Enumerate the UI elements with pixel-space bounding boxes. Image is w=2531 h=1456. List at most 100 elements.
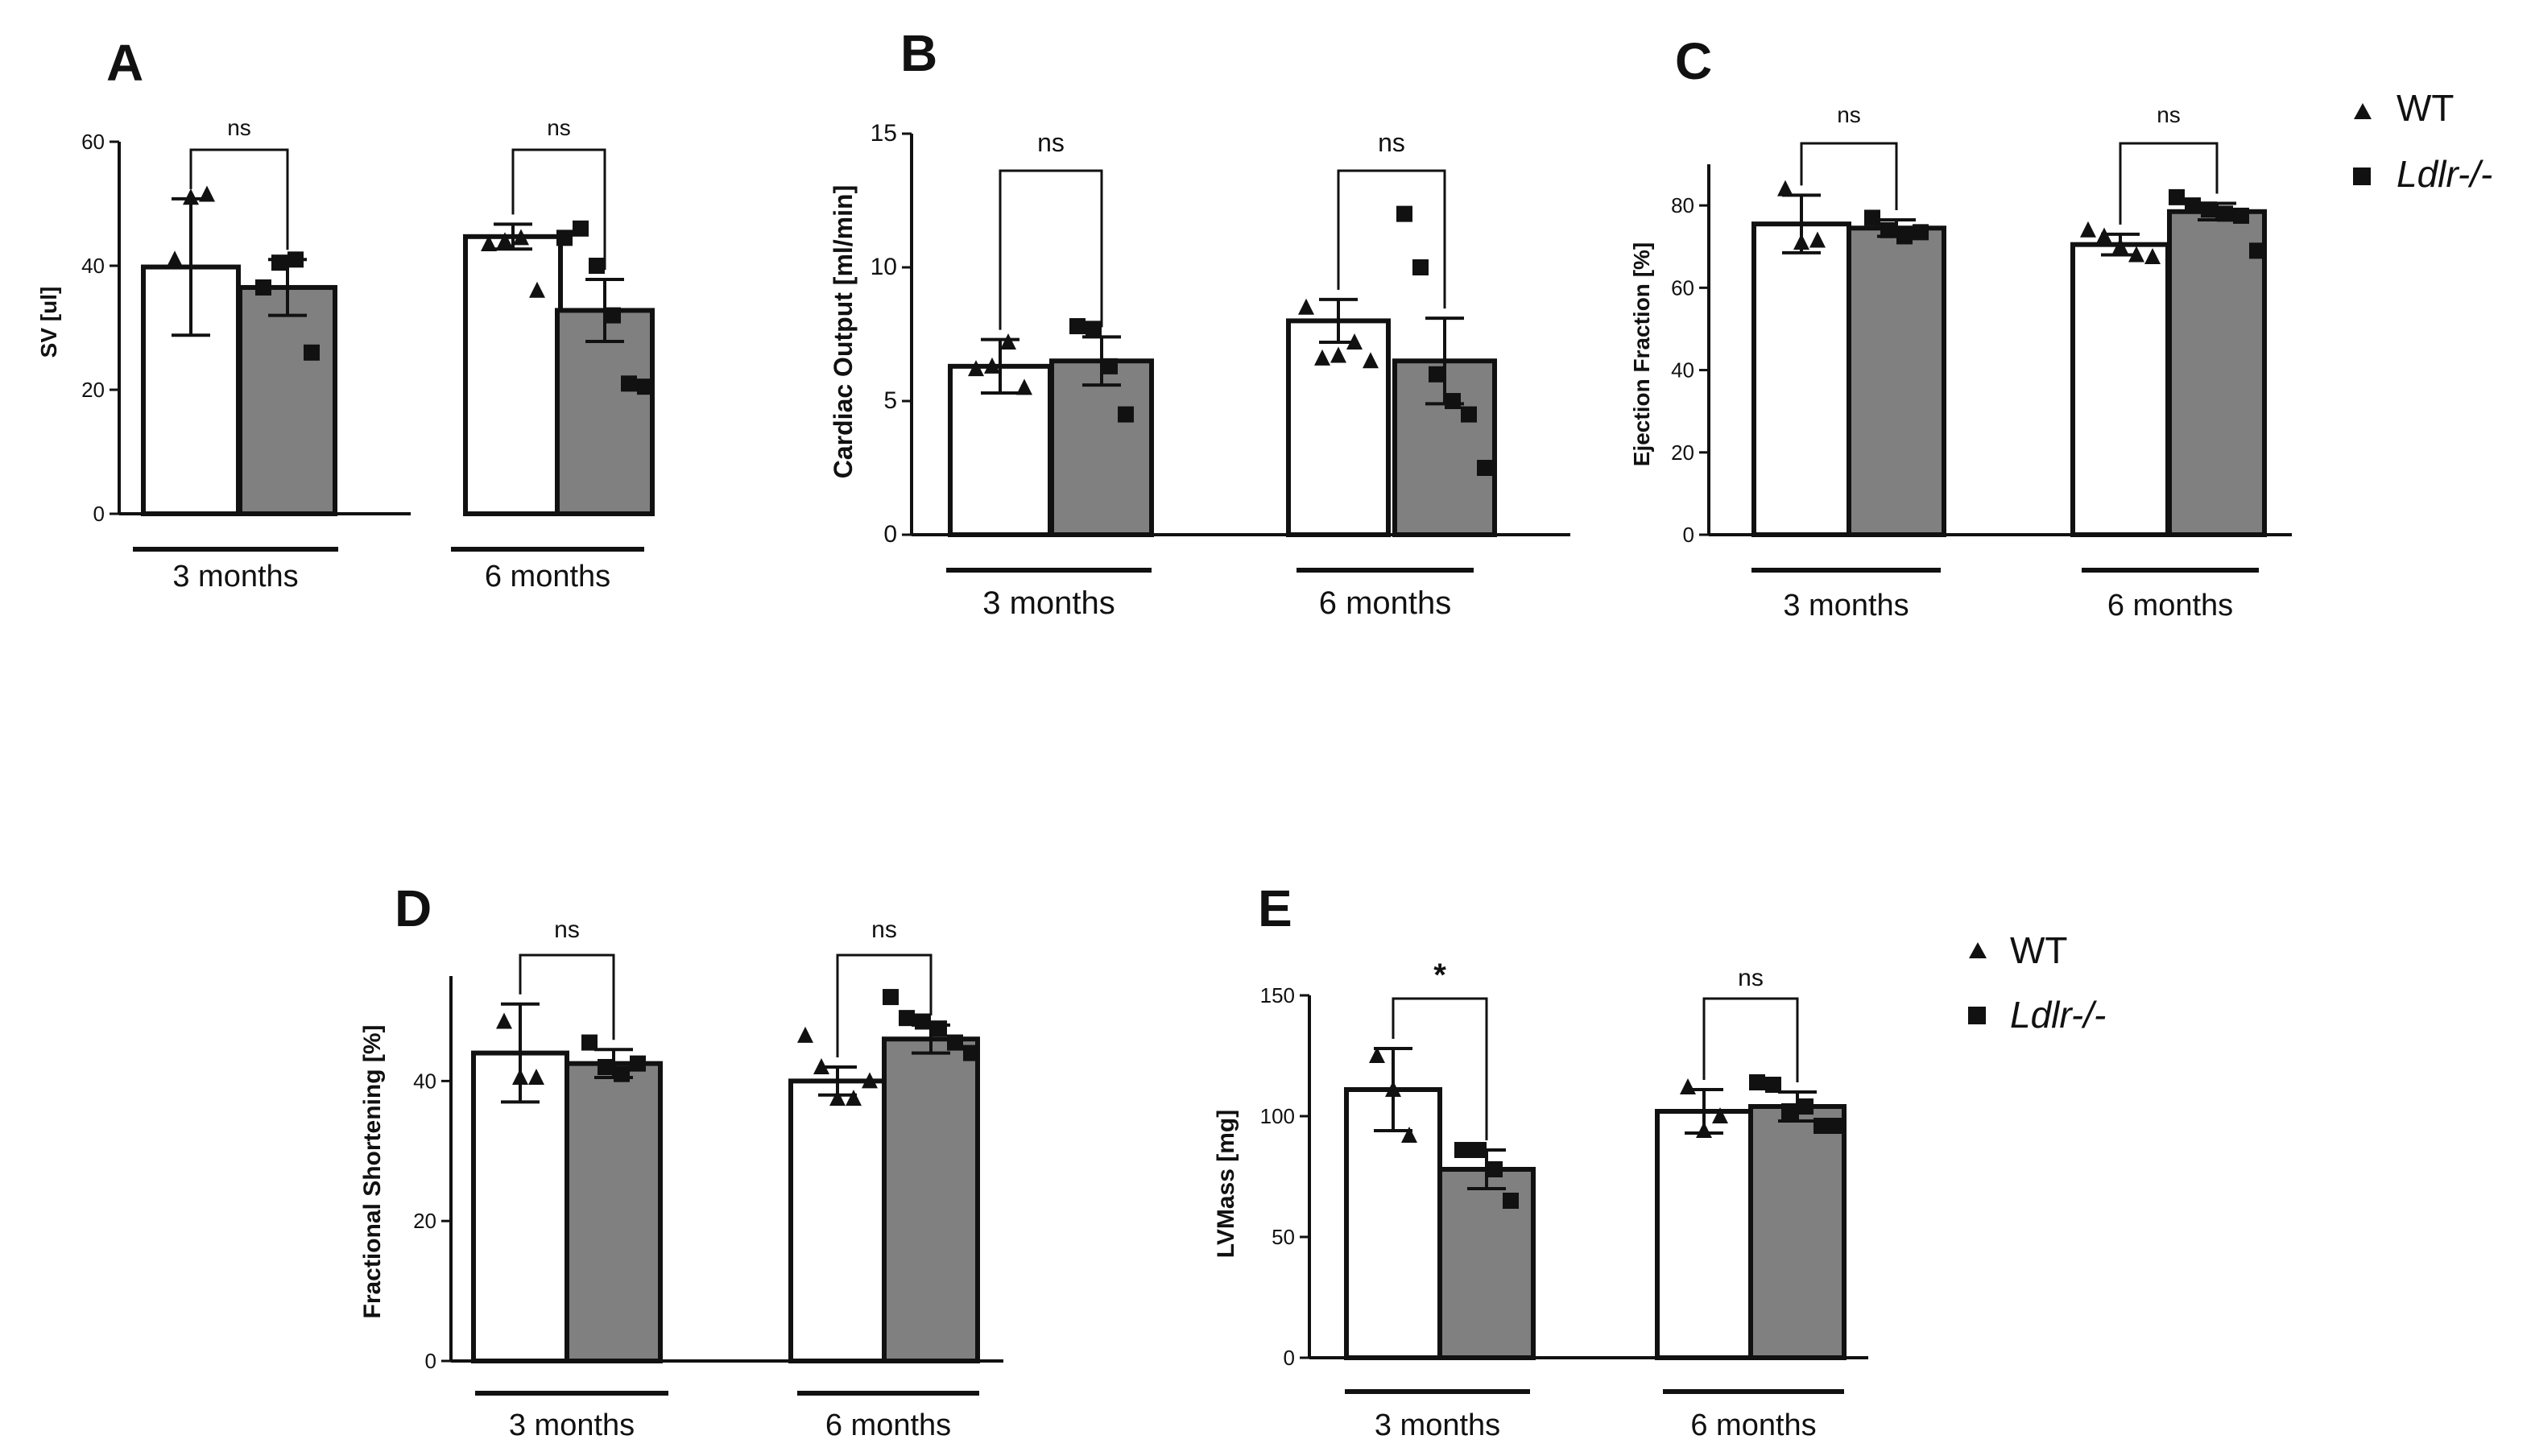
panel-letter: C xyxy=(1675,32,1712,90)
data-point-ldlr xyxy=(614,1065,630,1082)
data-point-wt xyxy=(497,232,513,249)
bar-ldlr xyxy=(1847,225,1946,537)
data-point-wt xyxy=(1777,180,1793,196)
bar-wt xyxy=(1751,221,1851,537)
data-point-wt xyxy=(829,1090,846,1106)
data-point-ldlr xyxy=(1118,406,1134,423)
category-label: 6 months xyxy=(825,1408,951,1442)
data-point-wt xyxy=(1016,378,1032,395)
data-point-wt xyxy=(1809,231,1826,248)
bar-wt xyxy=(788,1078,887,1363)
significance-label: * xyxy=(1433,958,1446,993)
legend-square-marker xyxy=(2353,168,2371,185)
data-point-wt xyxy=(1000,333,1016,350)
y-tick-label: 150 xyxy=(1260,983,1295,1007)
data-point-wt xyxy=(2144,248,2161,264)
category-label: 6 months xyxy=(1319,585,1452,621)
data-point-ldlr xyxy=(1749,1074,1765,1090)
legend-label-ldlr: Ldlr-/- xyxy=(2010,994,2106,1036)
category-label: 3 months xyxy=(509,1408,635,1442)
data-point-ldlr xyxy=(1429,366,1445,383)
data-point-wt xyxy=(513,229,529,246)
data-point-ldlr xyxy=(605,307,621,324)
legend-top: WT Ldlr-/- xyxy=(2353,87,2492,195)
category-label: 3 months xyxy=(982,585,1115,621)
significance-bracket xyxy=(519,953,615,1040)
bar-wt xyxy=(2070,242,2170,537)
data-point-wt xyxy=(199,185,215,202)
data-point-ldlr xyxy=(304,344,320,361)
data-point-ldlr xyxy=(947,1034,963,1051)
significance-bracket xyxy=(1800,142,1898,210)
y-axis-label: SV [ul] xyxy=(36,287,61,358)
data-point-ldlr xyxy=(2233,207,2249,224)
significance-bracket xyxy=(1392,997,1488,1140)
significance-bracket xyxy=(836,953,933,1057)
data-point-wt xyxy=(1680,1078,1696,1094)
y-tick-label: 80 xyxy=(1671,193,1694,217)
data-point-wt xyxy=(984,357,1000,374)
panel-D: D Fractional Shortening [%] 0 20 40 3 month… xyxy=(359,879,1003,1442)
data-point-ldlr xyxy=(1781,1103,1797,1119)
data-point-ldlr xyxy=(963,1044,979,1061)
legend-label-ldlr: Ldlr-/- xyxy=(2397,153,2492,195)
data-point-ldlr xyxy=(883,989,899,1006)
data-point-wt xyxy=(183,188,199,205)
data-point-wt xyxy=(1712,1107,1728,1123)
data-point-ldlr xyxy=(1086,321,1102,337)
data-point-wt xyxy=(862,1072,878,1089)
data-point-ldlr xyxy=(1412,259,1429,275)
legend-label-wt: WT xyxy=(2397,87,2454,129)
data-point-ldlr xyxy=(1477,460,1493,476)
data-point-wt xyxy=(1385,1081,1401,1097)
data-point-wt xyxy=(1330,346,1346,363)
data-point-wt xyxy=(2096,227,2112,244)
bar-ldlr xyxy=(555,308,655,516)
bar-ldlr xyxy=(1437,1167,1536,1360)
data-point-wt xyxy=(2080,221,2096,238)
data-point-wt xyxy=(512,1069,528,1086)
panel-letter: A xyxy=(106,34,143,92)
y-tick-label: 40 xyxy=(413,1069,436,1093)
bar-ldlr xyxy=(238,284,337,516)
y-tick-label: 15 xyxy=(871,120,897,147)
y-axis-label: Cardiac Output [ml/min] xyxy=(829,185,858,478)
y-tick-label: 0 xyxy=(1284,1346,1295,1370)
bar-ldlr xyxy=(1748,1104,1847,1360)
y-tick-label: 5 xyxy=(883,387,897,414)
data-point-ldlr xyxy=(1864,209,1880,226)
category-label: 6 months xyxy=(2107,589,2233,623)
data-point-ldlr xyxy=(2217,205,2233,222)
bar-ldlr xyxy=(2167,209,2267,537)
data-point-ldlr xyxy=(1503,1193,1519,1209)
data-point-ldlr xyxy=(255,279,271,296)
category-label: 3 months xyxy=(1783,589,1909,623)
significance-label: ns xyxy=(2157,102,2181,127)
data-point-wt xyxy=(528,1069,544,1086)
y-tick-label: 0 xyxy=(1683,523,1694,547)
panel-letter: E xyxy=(1258,879,1292,937)
y-tick-label: 0 xyxy=(425,1349,436,1373)
bar-ldlr xyxy=(1049,358,1154,538)
data-point-ldlr xyxy=(1797,1098,1813,1115)
bar-wt xyxy=(1655,1109,1753,1360)
legend-label-wt: WT xyxy=(2010,929,2068,971)
data-point-ldlr xyxy=(1880,221,1896,238)
panel-letter: B xyxy=(900,24,937,82)
significance-label: ns xyxy=(1037,128,1065,157)
data-point-ldlr xyxy=(1913,224,1929,241)
panel-E: E LVMass [mg] 0 50 100 150 3 months 6 months *… xyxy=(1213,879,1868,1442)
data-point-ldlr xyxy=(2201,201,2217,218)
data-point-ldlr xyxy=(621,375,637,392)
data-point-ldlr xyxy=(1445,393,1461,409)
data-point-ldlr xyxy=(1470,1142,1487,1158)
significance-label: ns xyxy=(1738,965,1764,991)
y-axis-label: Ejection Fraction [%] xyxy=(1629,242,1654,466)
y-tick-label: 20 xyxy=(1671,441,1694,465)
y-tick-label: 100 xyxy=(1260,1104,1295,1128)
data-point-wt xyxy=(1793,234,1809,250)
panel-B: B Cardiac Output [ml/min] 0 5 10 15 3 months… xyxy=(829,24,1570,621)
data-point-ldlr xyxy=(899,1010,915,1027)
y-axis-label: Fractional Shortening [%] xyxy=(359,1024,386,1318)
